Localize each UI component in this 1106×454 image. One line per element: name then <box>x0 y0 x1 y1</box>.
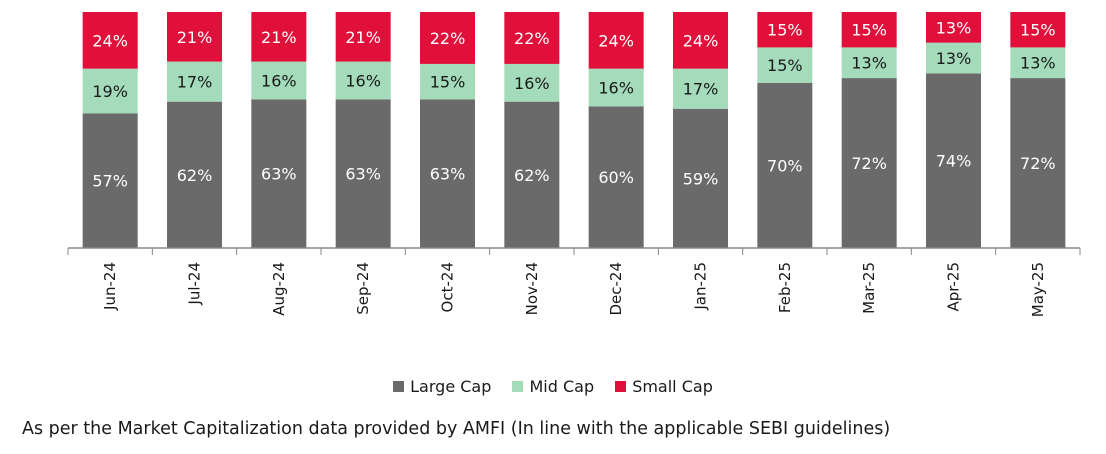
data-label-small-cap-jul-24: 21% <box>177 28 213 47</box>
bar-segment-mid-cap-dec-24 <box>588 68 644 107</box>
bar-segment-large-cap-jul-24 <box>167 101 222 249</box>
data-label-large-cap-sep-24: 63% <box>345 165 381 184</box>
bar-segment-small-cap-dec-24 <box>588 12 644 69</box>
data-label-mid-cap-mar-25: 13% <box>851 54 887 73</box>
bar-segment-mid-cap-jan-25 <box>673 68 728 109</box>
data-label-mid-cap-nov-24: 16% <box>514 74 550 93</box>
x-tick-label: Jul-24 <box>186 262 204 306</box>
data-label-small-cap-dec-24: 24% <box>598 31 634 50</box>
data-label-mid-cap-jul-24: 17% <box>177 73 213 92</box>
legend-label-mid-cap: Mid Cap <box>529 377 595 396</box>
data-label-small-cap-may-25: 15% <box>1020 21 1056 40</box>
data-label-large-cap-mar-25: 72% <box>851 154 887 173</box>
bar-segment-large-cap-oct-24 <box>420 99 475 248</box>
data-label-large-cap-jun-24: 57% <box>92 172 128 191</box>
data-label-large-cap-jul-24: 62% <box>177 166 213 185</box>
bar-segment-large-cap-aug-24 <box>251 99 307 248</box>
bar-segment-mid-cap-jun-24 <box>82 68 138 114</box>
legend-swatch-small-cap <box>615 381 627 392</box>
data-label-small-cap-oct-24: 22% <box>430 29 466 48</box>
data-label-mid-cap-sep-24: 16% <box>345 71 381 90</box>
data-label-large-cap-oct-24: 63% <box>430 165 466 184</box>
data-label-large-cap-may-25: 72% <box>1020 154 1056 173</box>
data-label-mid-cap-jan-25: 17% <box>683 80 719 99</box>
bar-segment-mid-cap-feb-25 <box>757 47 813 83</box>
data-label-small-cap-jun-24: 24% <box>92 31 128 50</box>
data-label-small-cap-nov-24: 22% <box>514 29 550 48</box>
data-label-mid-cap-may-25: 13% <box>1020 54 1056 73</box>
bar-segment-large-cap-sep-24 <box>335 99 391 248</box>
bar-segment-large-cap-nov-24 <box>504 101 560 249</box>
data-label-large-cap-aug-24: 63% <box>261 165 297 184</box>
data-label-large-cap-nov-24: 62% <box>514 166 550 185</box>
data-label-mid-cap-oct-24: 15% <box>430 73 466 92</box>
bar-segment-mid-cap-may-25 <box>1010 47 1066 79</box>
data-label-mid-cap-feb-25: 15% <box>767 56 803 75</box>
bar-segment-mid-cap-nov-24 <box>504 63 560 102</box>
x-tick-label: Jun-24 <box>101 262 119 311</box>
bar-segment-large-cap-jan-25 <box>673 108 728 248</box>
data-label-small-cap-apr-25: 13% <box>936 18 972 37</box>
legend-label-large-cap: Large Cap <box>410 377 492 396</box>
data-label-large-cap-feb-25: 70% <box>767 156 803 175</box>
bar-segment-mid-cap-sep-24 <box>335 61 391 100</box>
data-label-large-cap-jan-25: 59% <box>683 169 719 188</box>
x-tick-label: Mar-25 <box>860 262 878 314</box>
x-tick-label: Jan-25 <box>692 262 710 311</box>
stacked-bar-chart: 57% 19% 24% Jun-24 62% 17% 21% Jul-24 63% 16% 21% A… <box>67 12 1081 317</box>
bar-segment-mid-cap-aug-24 <box>251 61 307 100</box>
data-label-mid-cap-dec-24: 16% <box>598 79 634 98</box>
bar-segment-large-cap-feb-25 <box>757 82 813 248</box>
data-label-small-cap-aug-24: 21% <box>261 28 297 47</box>
bar-segment-mid-cap-apr-25 <box>926 42 981 74</box>
legend-label-small-cap: Small Cap <box>632 377 713 396</box>
bar-segment-small-cap-feb-25 <box>757 12 813 48</box>
bar-segment-large-cap-dec-24 <box>588 106 644 249</box>
legend-item-small-cap: Small Cap <box>615 377 713 396</box>
bar-segment-small-cap-jun-24 <box>82 12 138 69</box>
legend: Large Cap Mid Cap Small Cap <box>0 377 1106 396</box>
bar-segment-small-cap-sep-24 <box>335 12 391 62</box>
x-tick-label: Oct-24 <box>439 262 457 312</box>
bar-segment-small-cap-apr-25 <box>926 12 981 43</box>
bar-segment-large-cap-may-25 <box>1010 78 1066 248</box>
data-label-small-cap-jan-25: 24% <box>683 31 719 50</box>
x-tick-label: Sep-24 <box>354 262 372 315</box>
bar-segment-small-cap-jul-24 <box>167 12 222 62</box>
x-tick-label: Feb-25 <box>776 262 794 313</box>
x-tick-label: Dec-24 <box>607 262 625 316</box>
legend-item-mid-cap: Mid Cap <box>512 377 594 396</box>
bar-segment-small-cap-nov-24 <box>504 12 560 64</box>
bar-segment-small-cap-oct-24 <box>420 12 475 64</box>
data-label-large-cap-apr-25: 74% <box>936 152 972 171</box>
bar-segment-mid-cap-oct-24 <box>420 63 475 100</box>
x-tick-label: Nov-24 <box>523 262 541 315</box>
data-label-small-cap-mar-25: 15% <box>851 21 887 40</box>
legend-swatch-large-cap <box>393 381 405 392</box>
data-label-mid-cap-jun-24: 19% <box>92 82 128 101</box>
data-label-mid-cap-apr-25: 13% <box>936 49 972 68</box>
bar-segment-large-cap-jun-24 <box>82 113 138 248</box>
bar-segment-mid-cap-mar-25 <box>841 47 897 79</box>
legend-swatch-mid-cap <box>512 381 524 392</box>
x-tick-label: Aug-24 <box>270 262 288 316</box>
bar-segment-small-cap-mar-25 <box>841 12 897 48</box>
data-label-large-cap-dec-24: 60% <box>598 168 634 187</box>
footnote: As per the Market Capitalization data pr… <box>22 419 891 439</box>
bar-segment-small-cap-jan-25 <box>673 12 728 69</box>
x-tick-label: May-25 <box>1029 262 1047 317</box>
bar-segment-large-cap-mar-25 <box>841 78 897 248</box>
data-label-mid-cap-aug-24: 16% <box>261 71 297 90</box>
data-label-small-cap-feb-25: 15% <box>767 21 803 40</box>
bar-segment-large-cap-apr-25 <box>926 73 981 248</box>
bar-segment-small-cap-may-25 <box>1010 12 1066 48</box>
data-label-small-cap-sep-24: 21% <box>345 28 381 47</box>
bar-segment-mid-cap-jul-24 <box>167 61 222 102</box>
bar-segment-small-cap-aug-24 <box>251 12 307 62</box>
x-tick-label: Apr-25 <box>945 262 963 312</box>
legend-item-large-cap: Large Cap <box>393 377 491 396</box>
